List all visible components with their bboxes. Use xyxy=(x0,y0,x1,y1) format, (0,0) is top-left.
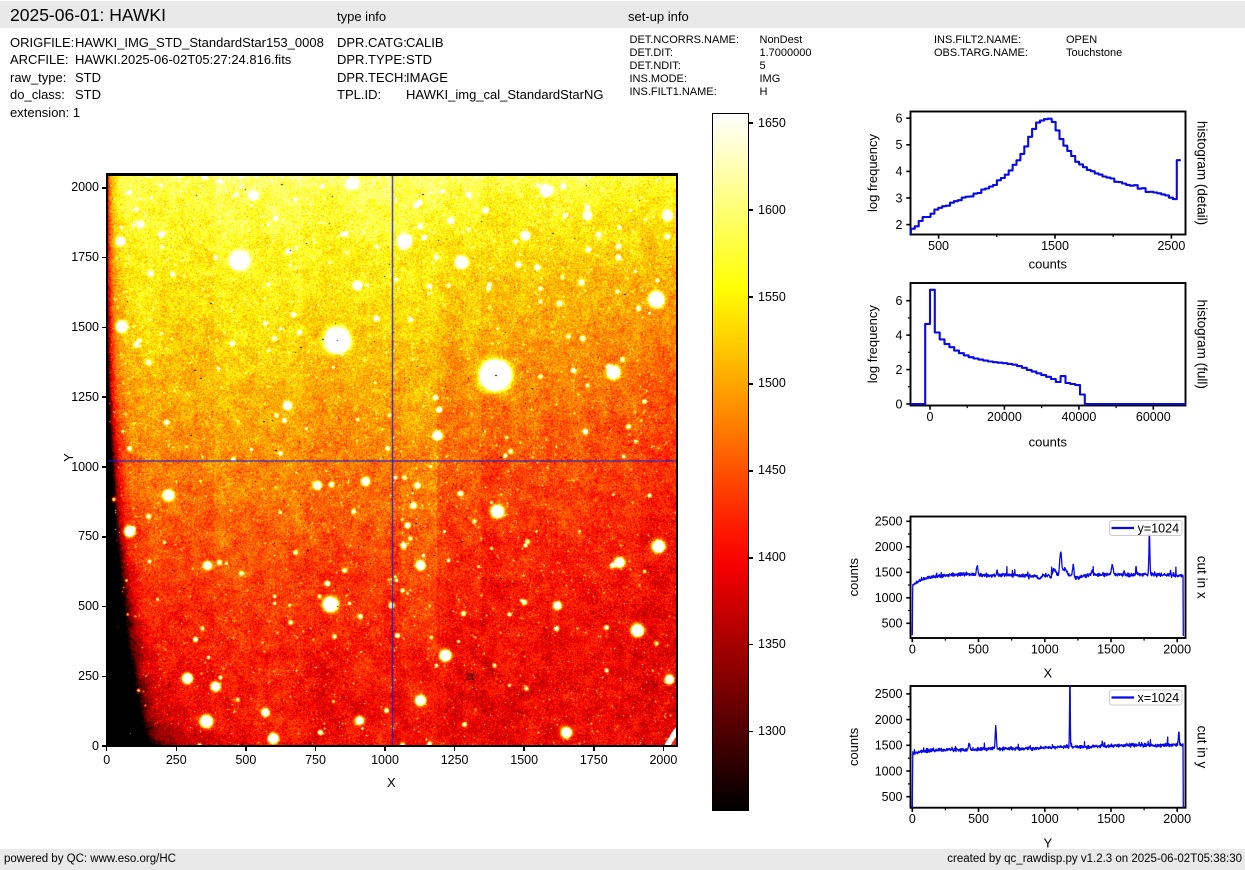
svg-text:histogram (full): histogram (full) xyxy=(1195,300,1210,389)
svg-text:1500: 1500 xyxy=(875,566,903,580)
svg-text:log frequency: log frequency xyxy=(865,305,880,384)
svg-text:6: 6 xyxy=(896,294,903,308)
svg-text:1500: 1500 xyxy=(1097,812,1125,826)
svg-text:y=1024: y=1024 xyxy=(1138,522,1180,536)
svg-text:0: 0 xyxy=(909,812,916,826)
svg-text:Y: Y xyxy=(1043,836,1052,851)
svg-text:3: 3 xyxy=(896,191,903,205)
svg-text:500: 500 xyxy=(968,812,989,826)
svg-text:4: 4 xyxy=(896,328,903,342)
svg-text:1000: 1000 xyxy=(875,591,903,605)
svg-text:cut in x: cut in x xyxy=(1195,556,1210,599)
svg-text:1500: 1500 xyxy=(1041,239,1069,253)
svg-text:1500: 1500 xyxy=(1097,643,1125,657)
svg-text:1000: 1000 xyxy=(1031,812,1059,826)
svg-text:2500: 2500 xyxy=(875,515,903,529)
svg-text:60000: 60000 xyxy=(1136,410,1171,424)
svg-text:counts: counts xyxy=(1029,435,1068,450)
svg-text:500: 500 xyxy=(968,643,989,657)
svg-text:1000: 1000 xyxy=(1031,643,1059,657)
svg-text:6: 6 xyxy=(896,112,903,126)
svg-text:2500: 2500 xyxy=(1157,239,1185,253)
svg-text:2: 2 xyxy=(896,218,903,232)
svg-text:2000: 2000 xyxy=(1163,643,1191,657)
svg-text:20000: 20000 xyxy=(987,410,1022,424)
svg-text:counts: counts xyxy=(846,558,861,597)
svg-text:log frequency: log frequency xyxy=(865,133,880,212)
svg-text:2000: 2000 xyxy=(875,713,903,727)
svg-text:500: 500 xyxy=(882,617,903,631)
svg-text:0: 0 xyxy=(909,643,916,657)
svg-text:counts: counts xyxy=(1029,257,1068,272)
svg-text:2: 2 xyxy=(896,363,903,377)
svg-text:0: 0 xyxy=(896,397,903,411)
svg-text:2000: 2000 xyxy=(1163,812,1191,826)
svg-text:500: 500 xyxy=(882,790,903,804)
svg-text:4: 4 xyxy=(896,165,903,179)
svg-text:cut in y: cut in y xyxy=(1195,726,1210,769)
svg-text:2500: 2500 xyxy=(875,687,903,701)
svg-text:1000: 1000 xyxy=(875,764,903,778)
svg-text:counts: counts xyxy=(846,727,861,766)
svg-text:0: 0 xyxy=(927,410,934,424)
svg-text:40000: 40000 xyxy=(1062,410,1097,424)
svg-text:2000: 2000 xyxy=(875,540,903,554)
svg-text:x=1024: x=1024 xyxy=(1138,691,1180,705)
svg-text:histogram (detail): histogram (detail) xyxy=(1195,121,1210,225)
svg-text:X: X xyxy=(1043,666,1052,681)
svg-text:500: 500 xyxy=(928,239,949,253)
svg-text:5: 5 xyxy=(896,138,903,152)
svg-text:1500: 1500 xyxy=(875,739,903,753)
